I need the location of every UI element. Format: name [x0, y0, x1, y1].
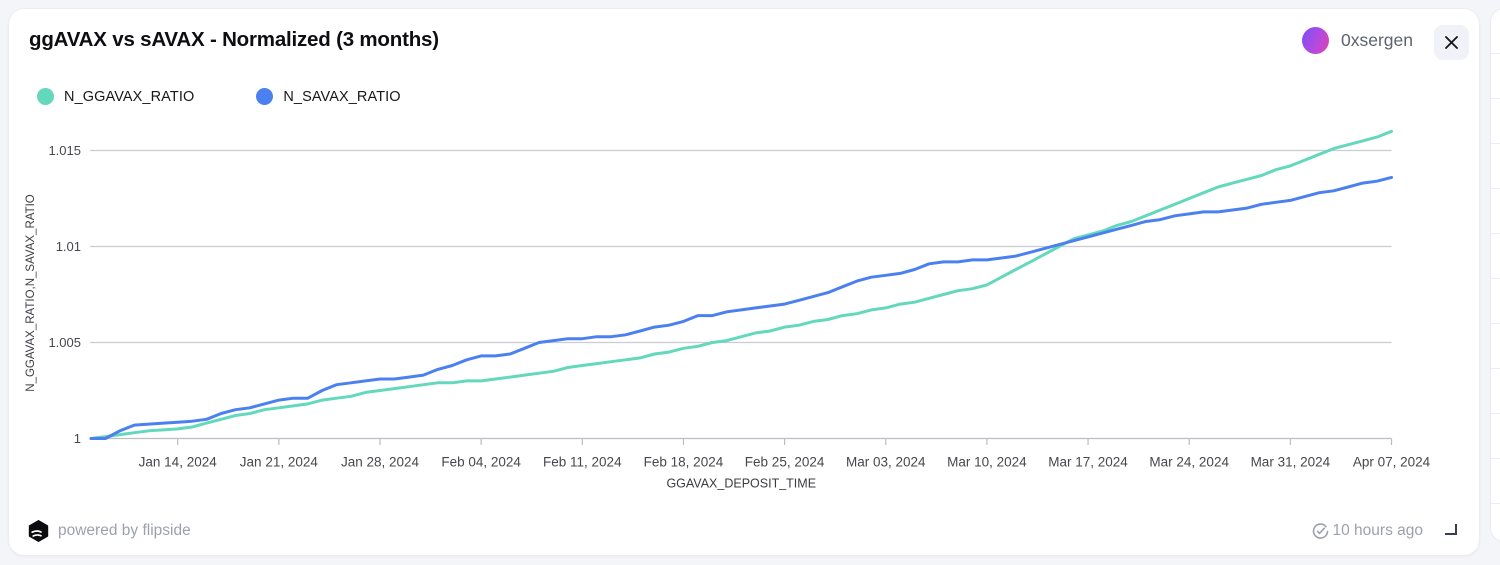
last-updated-label: 10 hours ago [1332, 522, 1424, 539]
close-icon [1445, 36, 1458, 49]
y-tick-label: 1.005 [48, 335, 81, 350]
adjacent-table-card[interactable] [1490, 8, 1500, 542]
flipside-logo-icon [28, 520, 49, 542]
page-title: ggAVAX vs sAVAX - Normalized (3 months) [29, 28, 439, 51]
x-tick-label: Mar 17, 2024 [1048, 455, 1128, 470]
x-tick-label: Mar 31, 2024 [1251, 455, 1331, 470]
y-tick-label: 1.015 [48, 143, 81, 158]
resize-handle[interactable] [1445, 524, 1457, 535]
x-tick-label: Jan 21, 2024 [240, 455, 319, 470]
y-tick-label: 1.01 [56, 239, 81, 254]
user-chip[interactable]: 0xsergen [1302, 27, 1413, 54]
powered-by-flipside[interactable]: powered by flipside [28, 520, 191, 542]
chart-svg[interactable]: 1 1.005 1.01 1.015 Jan 14, 2024 Jan 21, 2024 J… [9, 9, 1481, 557]
avatar [1302, 27, 1329, 54]
x-tick-label: Feb 11, 2024 [543, 455, 622, 470]
series-line-N_SAVAX_RATIO[interactable] [89, 175, 1393, 440]
x-tick-label: Feb 18, 2024 [644, 455, 724, 470]
x-tick-label: Mar 10, 2024 [947, 455, 1027, 470]
ggavax-series-dot-icon [37, 88, 54, 105]
x-tick-label: Jan 28, 2024 [341, 455, 420, 470]
x-tick-label: Feb 04, 2024 [441, 455, 521, 470]
savax-series-dot-icon [256, 88, 274, 105]
chart-legend: N_GGAVAX_RATIO N_SAVAX_RATIO [37, 88, 401, 105]
y-tick-label: 1 [74, 431, 81, 446]
series-line-N_GGAVAX_RATIO[interactable] [89, 129, 1393, 440]
user-name[interactable]: 0xsergen [1341, 30, 1413, 50]
legend-label: N_SAVAX_RATIO [283, 88, 401, 105]
legend-item-savax[interactable]: N_SAVAX_RATIO [256, 88, 401, 105]
y-axis-title: N_GGAVAX_RATIO,N_SAVAX_RATIO [25, 194, 37, 392]
x-tick-label: Mar 24, 2024 [1149, 455, 1229, 470]
close-button[interactable] [1434, 25, 1469, 60]
x-axis-title: GGAVAX_DEPOSIT_TIME [666, 477, 816, 491]
powered-by-label: powered by flipside [58, 522, 191, 539]
x-tick-label: Mar 03, 2024 [846, 455, 926, 470]
legend-item-ggavax[interactable]: N_GGAVAX_RATIO [37, 88, 194, 105]
legend-label: N_GGAVAX_RATIO [64, 88, 195, 105]
x-tick-label: Feb 25, 2024 [745, 455, 825, 470]
last-updated: 10 hours ago [1312, 522, 1424, 540]
chart-card: ggAVAX vs sAVAX - Normalized (3 months) … [8, 8, 1480, 556]
x-tick-label: Apr 07, 2024 [1353, 455, 1431, 470]
refreshed-check-icon [1312, 522, 1328, 539]
x-tick-label: Jan 14, 2024 [139, 455, 218, 470]
